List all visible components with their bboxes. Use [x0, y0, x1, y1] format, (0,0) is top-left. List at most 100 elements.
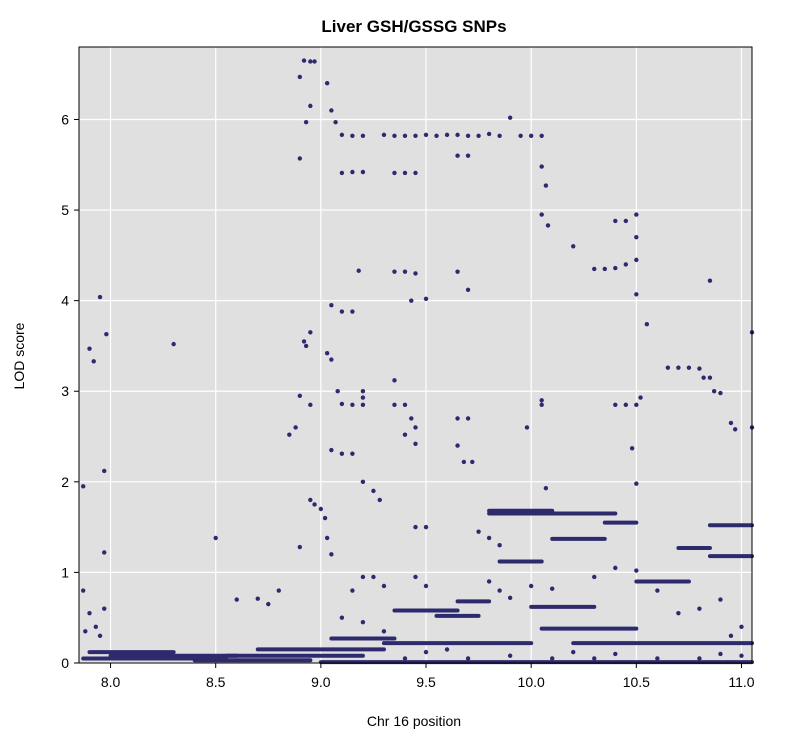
snp-point-174 — [655, 656, 660, 661]
snp-point-17 — [266, 601, 271, 607]
snp-point-65 — [392, 170, 397, 176]
snp-point-28 — [303, 343, 309, 349]
y-tick-label-4: 4 — [61, 293, 69, 309]
snp-point-74 — [571, 244, 576, 249]
snp-point-167 — [697, 606, 702, 611]
snp-point-139 — [711, 389, 717, 394]
snp-point-51 — [434, 133, 439, 138]
snp-point-153 — [381, 583, 387, 589]
snp-point-105 — [392, 378, 397, 383]
snp-point-141 — [728, 420, 734, 426]
snp-point-109 — [402, 432, 408, 437]
snp-point-40 — [324, 81, 330, 86]
x-tick-label-1: 8.5 — [206, 674, 226, 690]
snp-point-149 — [486, 535, 492, 541]
snp-point-0 — [81, 484, 86, 489]
snp-point-42 — [333, 119, 338, 125]
y-axis-ticks: 0 1 2 3 4 5 6 — [61, 111, 79, 671]
snp-point-97 — [324, 350, 330, 356]
snp-point-89 — [356, 268, 361, 273]
snp-point-7 — [81, 588, 86, 593]
snp-point-91 — [402, 269, 408, 274]
snp-point-102 — [360, 402, 366, 408]
snp-point-9 — [93, 624, 99, 629]
snp-point-155 — [413, 574, 418, 580]
snp-point-169 — [739, 624, 744, 629]
snp-point-60 — [528, 133, 534, 138]
snp-point-162 — [592, 574, 597, 580]
snp-point-160 — [528, 583, 534, 589]
snp-point-148 — [476, 529, 481, 534]
snp-point-15 — [234, 597, 239, 602]
snp-point-32 — [287, 432, 292, 437]
snp-point-58 — [507, 115, 513, 120]
snp-point-82 — [623, 262, 629, 267]
snp-point-129 — [634, 402, 639, 408]
snp-point-41 — [329, 108, 334, 113]
snp-point-132 — [634, 481, 639, 486]
snp-point-12 — [83, 629, 88, 634]
snp-point-72 — [545, 223, 551, 228]
snp-point-90 — [392, 269, 397, 274]
snp-point-4 — [102, 468, 107, 474]
snp-point-30 — [297, 393, 303, 398]
snp-point-104 — [402, 402, 408, 408]
snp-point-77 — [634, 212, 639, 217]
snp-point-172 — [739, 653, 744, 658]
snp-point-103 — [392, 402, 397, 408]
snp-point-92 — [413, 271, 418, 276]
chart-title: Liver GSH/GSSG SNPs — [321, 17, 506, 36]
snp-point-117 — [377, 497, 382, 503]
snp-point-5 — [104, 331, 109, 337]
snp-point-134 — [676, 365, 681, 370]
snp-point-14 — [213, 535, 218, 541]
snp-point-122 — [470, 459, 475, 465]
snp-point-127 — [613, 402, 618, 408]
snp-point-24 — [308, 103, 313, 109]
snp-point-152 — [371, 574, 376, 580]
snp-point-171 — [718, 651, 723, 657]
y-tick-label-2: 2 — [61, 474, 69, 490]
snp-point-75 — [613, 218, 618, 224]
snp-point-18 — [276, 588, 281, 593]
snp-point-44 — [350, 133, 355, 138]
snp-point-55 — [476, 133, 481, 138]
snp-point-34 — [312, 502, 317, 507]
snp-point-175 — [613, 651, 618, 657]
snp-point-36 — [322, 515, 328, 521]
snp-point-146 — [413, 524, 418, 530]
snp-point-110 — [360, 395, 366, 400]
snp-point-2 — [91, 359, 96, 364]
snp-point-54 — [465, 133, 471, 138]
snp-point-130 — [638, 395, 643, 400]
snp-point-185 — [360, 620, 366, 625]
snp-point-56 — [486, 131, 492, 137]
snp-point-180 — [465, 656, 471, 661]
snp-point-94 — [423, 296, 429, 302]
snp-point-3 — [97, 294, 103, 300]
snp-point-11 — [102, 606, 107, 611]
snp-point-107 — [413, 425, 418, 430]
snp-point-23 — [303, 119, 309, 125]
snp-point-150 — [497, 543, 502, 548]
snp-point-123 — [524, 425, 530, 430]
snp-point-25 — [297, 156, 303, 161]
snp-point-125 — [539, 402, 544, 408]
snp-point-49 — [413, 133, 418, 138]
snp-point-182 — [423, 649, 429, 655]
snp-point-52 — [444, 132, 450, 138]
snp-point-151 — [360, 574, 366, 580]
data-marks — [81, 58, 755, 665]
snp-point-121 — [461, 459, 467, 465]
snp-point-173 — [697, 656, 702, 661]
snp-point-140 — [718, 390, 723, 396]
snp-point-138 — [707, 375, 713, 380]
snp-point-181 — [444, 647, 450, 652]
snp-point-20 — [301, 58, 307, 63]
snp-point-101 — [350, 402, 355, 408]
snp-point-98 — [329, 357, 334, 362]
snp-point-99 — [335, 389, 340, 394]
x-tick-label-4: 10.0 — [518, 674, 545, 690]
snp-point-48 — [402, 133, 408, 138]
